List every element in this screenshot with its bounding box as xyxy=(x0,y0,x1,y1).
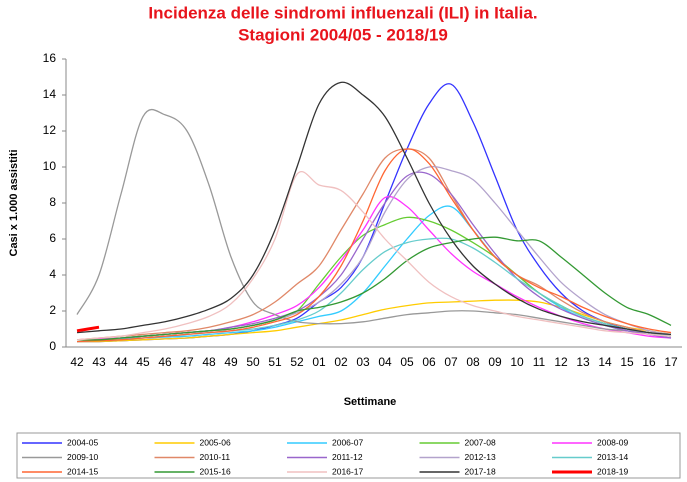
x-tick-label: 43 xyxy=(92,355,106,369)
x-tick-label: 44 xyxy=(114,355,128,369)
x-tick-label: 14 xyxy=(598,355,612,369)
y-tick-label: 14 xyxy=(43,87,57,101)
x-tick-label: 45 xyxy=(136,355,150,369)
x-tick-label: 03 xyxy=(356,355,370,369)
legend-label: 2006-07 xyxy=(332,437,363,447)
legend-label: 2018-19 xyxy=(597,466,628,476)
legend-label: 2016-17 xyxy=(332,466,363,476)
x-tick-label: 07 xyxy=(444,355,458,369)
y-axis-label: Casi x 1.000 assistiti xyxy=(8,149,20,256)
x-tick-label: 49 xyxy=(224,355,238,369)
legend-label: 2008-09 xyxy=(597,437,628,447)
chart-title: Incidenza delle sindromi influenzali (IL… xyxy=(148,3,537,22)
chart-subtitle: Stagioni 2004/05 - 2018/19 xyxy=(238,25,448,44)
legend-label: 2014-15 xyxy=(67,466,98,476)
y-tick-label: 4 xyxy=(49,267,56,281)
legend-label: 2010-11 xyxy=(200,452,231,462)
y-tick-label: 10 xyxy=(43,159,57,173)
legend-label: 2007-08 xyxy=(465,437,496,447)
legend-label: 2004-05 xyxy=(67,437,98,447)
x-tick-label: 05 xyxy=(400,355,414,369)
series-line xyxy=(76,237,672,343)
x-axis-label: Settimane xyxy=(344,396,397,408)
legend-label: 2013-14 xyxy=(597,452,628,462)
legend-label: 2012-13 xyxy=(465,452,496,462)
x-tick-label: 42 xyxy=(70,355,84,369)
x-tick-label: 08 xyxy=(466,355,480,369)
series-line xyxy=(76,205,672,341)
x-tick-label: 17 xyxy=(664,355,678,369)
x-tick-label: 47 xyxy=(180,355,194,369)
x-tick-label: 15 xyxy=(620,355,634,369)
x-tick-label: 04 xyxy=(378,355,392,369)
y-tick-label: 12 xyxy=(43,123,57,137)
series-line xyxy=(76,325,100,333)
y-tick-label: 8 xyxy=(49,195,56,209)
y-tick-label: 0 xyxy=(49,339,56,353)
x-tick-label: 13 xyxy=(576,355,590,369)
x-tick-label: 09 xyxy=(488,355,502,369)
x-tick-label: 16 xyxy=(642,355,656,369)
legend-label: 2009-10 xyxy=(67,452,98,462)
x-tick-label: 52 xyxy=(290,355,304,369)
legend-box xyxy=(16,432,681,479)
x-tick-label: 06 xyxy=(422,355,436,369)
legend-label: 2005-06 xyxy=(200,437,231,447)
legend-label: 2015-16 xyxy=(200,466,231,476)
legend-label: 2011-12 xyxy=(332,452,363,462)
x-tick-label: 01 xyxy=(312,355,326,369)
series-line xyxy=(76,171,672,341)
x-tick-label: 48 xyxy=(202,355,216,369)
legend-label: 2017-18 xyxy=(465,466,496,476)
series-line xyxy=(76,108,672,336)
x-tick-label: 11 xyxy=(533,355,546,369)
x-tick-label: 51 xyxy=(268,355,282,369)
series-line xyxy=(76,148,672,341)
series-line xyxy=(76,148,672,343)
y-tick-label: 6 xyxy=(49,231,56,245)
y-tick-label: 2 xyxy=(49,303,56,317)
y-tick-label: 16 xyxy=(43,51,57,65)
x-tick-label: 02 xyxy=(334,355,348,369)
series-line xyxy=(76,81,672,336)
x-tick-label: 46 xyxy=(158,355,172,369)
x-tick-label: 50 xyxy=(246,355,260,369)
x-tick-label: 12 xyxy=(554,355,568,369)
series-line xyxy=(76,236,672,341)
x-tick-label: 10 xyxy=(510,355,524,369)
